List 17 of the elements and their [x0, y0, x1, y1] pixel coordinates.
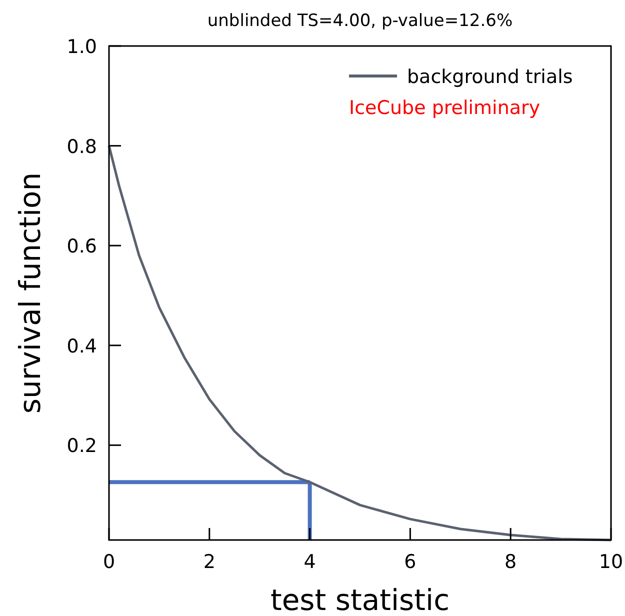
- line-series: [108, 144, 612, 542]
- y-tick-label: 0.2: [66, 435, 97, 458]
- y-tick-label: 0.6: [66, 236, 97, 258]
- x-tick-label: 0: [102, 551, 116, 573]
- x-axis-title: test statistic: [270, 583, 450, 616]
- legend-label: background trials: [407, 66, 573, 88]
- y-tick-label: 0.8: [66, 136, 97, 158]
- x-tick-label: 6: [404, 551, 416, 573]
- y-tick-label: 1.0: [66, 36, 97, 58]
- x-tick-label: 8: [504, 551, 517, 573]
- chart-title: unblinded TS=4.00, p-value=12.6%: [207, 11, 513, 31]
- x-tick-label: 2: [203, 551, 216, 573]
- x-tick-label: 10: [598, 551, 624, 573]
- annotation: IceCube preliminary: [349, 97, 540, 119]
- x-tick-label: 4: [304, 551, 316, 573]
- y-axis-title: survival function: [13, 172, 47, 414]
- y-tick-label: 0.4: [66, 335, 97, 358]
